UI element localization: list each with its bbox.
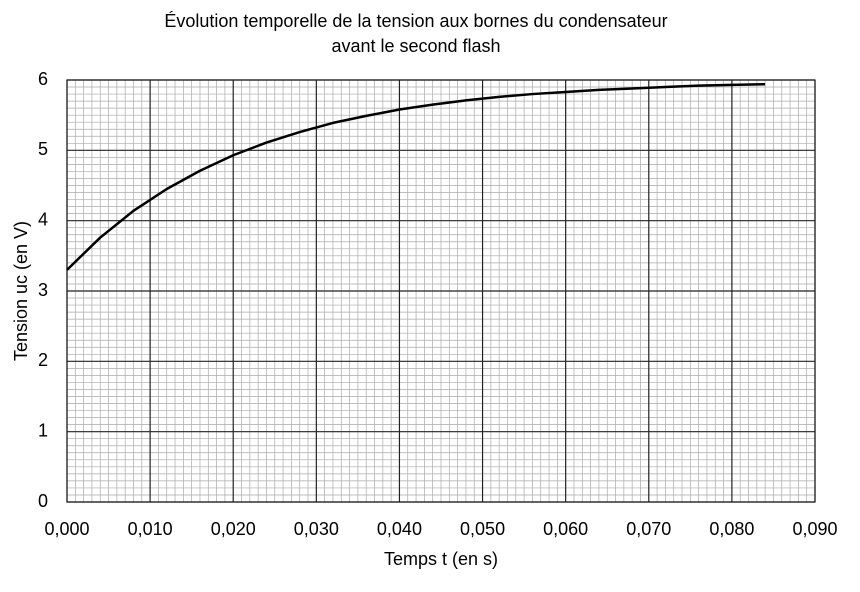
y-tick-label: 0: [38, 491, 48, 511]
x-tick-label: 0,090: [792, 519, 837, 539]
y-tick-label: 5: [38, 139, 48, 159]
x-tick-label: 0,010: [128, 519, 173, 539]
plot-frame: [66, 79, 816, 503]
y-tick-label: 3: [38, 280, 48, 300]
y-tick-label: 6: [38, 69, 48, 89]
chart-title: Évolution temporelle de la tension aux b…: [164, 11, 667, 31]
x-tick-label: 0,000: [44, 519, 89, 539]
y-tick-label: 1: [38, 420, 48, 440]
x-tick-label: 0,050: [460, 519, 505, 539]
x-tick-label: 0,040: [377, 519, 422, 539]
x-tick-label: 0,030: [294, 519, 339, 539]
y-tick-label: 4: [38, 209, 48, 229]
x-tick-label: 0,060: [543, 519, 588, 539]
line: [66, 82, 766, 271]
y-axis-label: Tension uc (en V): [11, 221, 31, 361]
x-tick-label: 0,070: [626, 519, 671, 539]
x-tick-label: 0,080: [709, 519, 754, 539]
chart-title: avant le second flash: [331, 36, 500, 56]
x-axis-label: Temps t (en s): [384, 549, 498, 569]
y-tick-label: 2: [38, 350, 48, 370]
x-tick-label: 0,020: [211, 519, 256, 539]
